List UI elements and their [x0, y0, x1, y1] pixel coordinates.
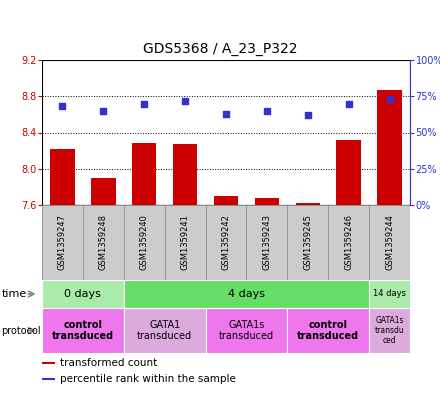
Text: GSM1359248: GSM1359248 [99, 215, 108, 270]
Bar [377, 90, 402, 205]
Bar [165, 205, 205, 280]
Text: GDS5368 / A_23_P322: GDS5368 / A_23_P322 [143, 42, 297, 56]
Bar [42, 308, 124, 353]
Bar [132, 143, 157, 205]
Bar [296, 203, 320, 205]
Bar [328, 205, 369, 280]
Text: GSM1359245: GSM1359245 [303, 215, 312, 270]
Point [304, 112, 311, 118]
Bar [91, 178, 116, 205]
Bar [42, 205, 83, 280]
Text: GATA1
transduced: GATA1 transduced [137, 320, 192, 341]
Text: 0 days: 0 days [64, 289, 101, 299]
Bar [124, 280, 369, 308]
Point [264, 108, 271, 114]
Point [223, 110, 230, 117]
Bar [214, 196, 238, 205]
Bar [369, 205, 410, 280]
Text: time: time [1, 289, 26, 299]
Bar [369, 280, 410, 308]
Bar [287, 205, 328, 280]
Point [141, 100, 148, 107]
Bar [337, 140, 361, 205]
Text: GATA1s
transduced: GATA1s transduced [219, 320, 274, 341]
Text: control
transduced: control transduced [52, 320, 114, 341]
Bar [42, 362, 55, 364]
Bar [124, 308, 205, 353]
Text: GATA1s
transdu
ced: GATA1s transdu ced [375, 316, 404, 345]
Point [182, 97, 189, 104]
Text: transformed count: transformed count [60, 358, 158, 368]
Text: GSM1359242: GSM1359242 [221, 215, 231, 270]
Point [345, 100, 352, 107]
Bar [50, 149, 75, 205]
Text: GSM1359241: GSM1359241 [180, 215, 190, 270]
Text: GSM1359243: GSM1359243 [262, 215, 271, 270]
Bar [369, 308, 410, 353]
Bar [173, 144, 198, 205]
Bar [287, 308, 369, 353]
Text: percentile rank within the sample: percentile rank within the sample [60, 374, 236, 384]
Text: protocol: protocol [1, 325, 41, 336]
Point [100, 108, 107, 114]
Text: GSM1359247: GSM1359247 [58, 215, 67, 270]
Text: 14 days: 14 days [373, 290, 406, 299]
Bar [124, 205, 165, 280]
Bar [83, 205, 124, 280]
Bar [255, 198, 279, 205]
Bar [42, 280, 124, 308]
Bar [205, 308, 287, 353]
Point [59, 103, 66, 110]
Bar [205, 205, 246, 280]
Point [386, 96, 393, 102]
Bar [246, 205, 287, 280]
Text: GSM1359240: GSM1359240 [140, 215, 149, 270]
Bar [42, 378, 55, 380]
Text: GSM1359246: GSM1359246 [344, 215, 353, 270]
Text: control
transduced: control transduced [297, 320, 359, 341]
Text: 4 days: 4 days [228, 289, 265, 299]
Text: GSM1359244: GSM1359244 [385, 215, 394, 270]
Bar [42, 60, 410, 205]
